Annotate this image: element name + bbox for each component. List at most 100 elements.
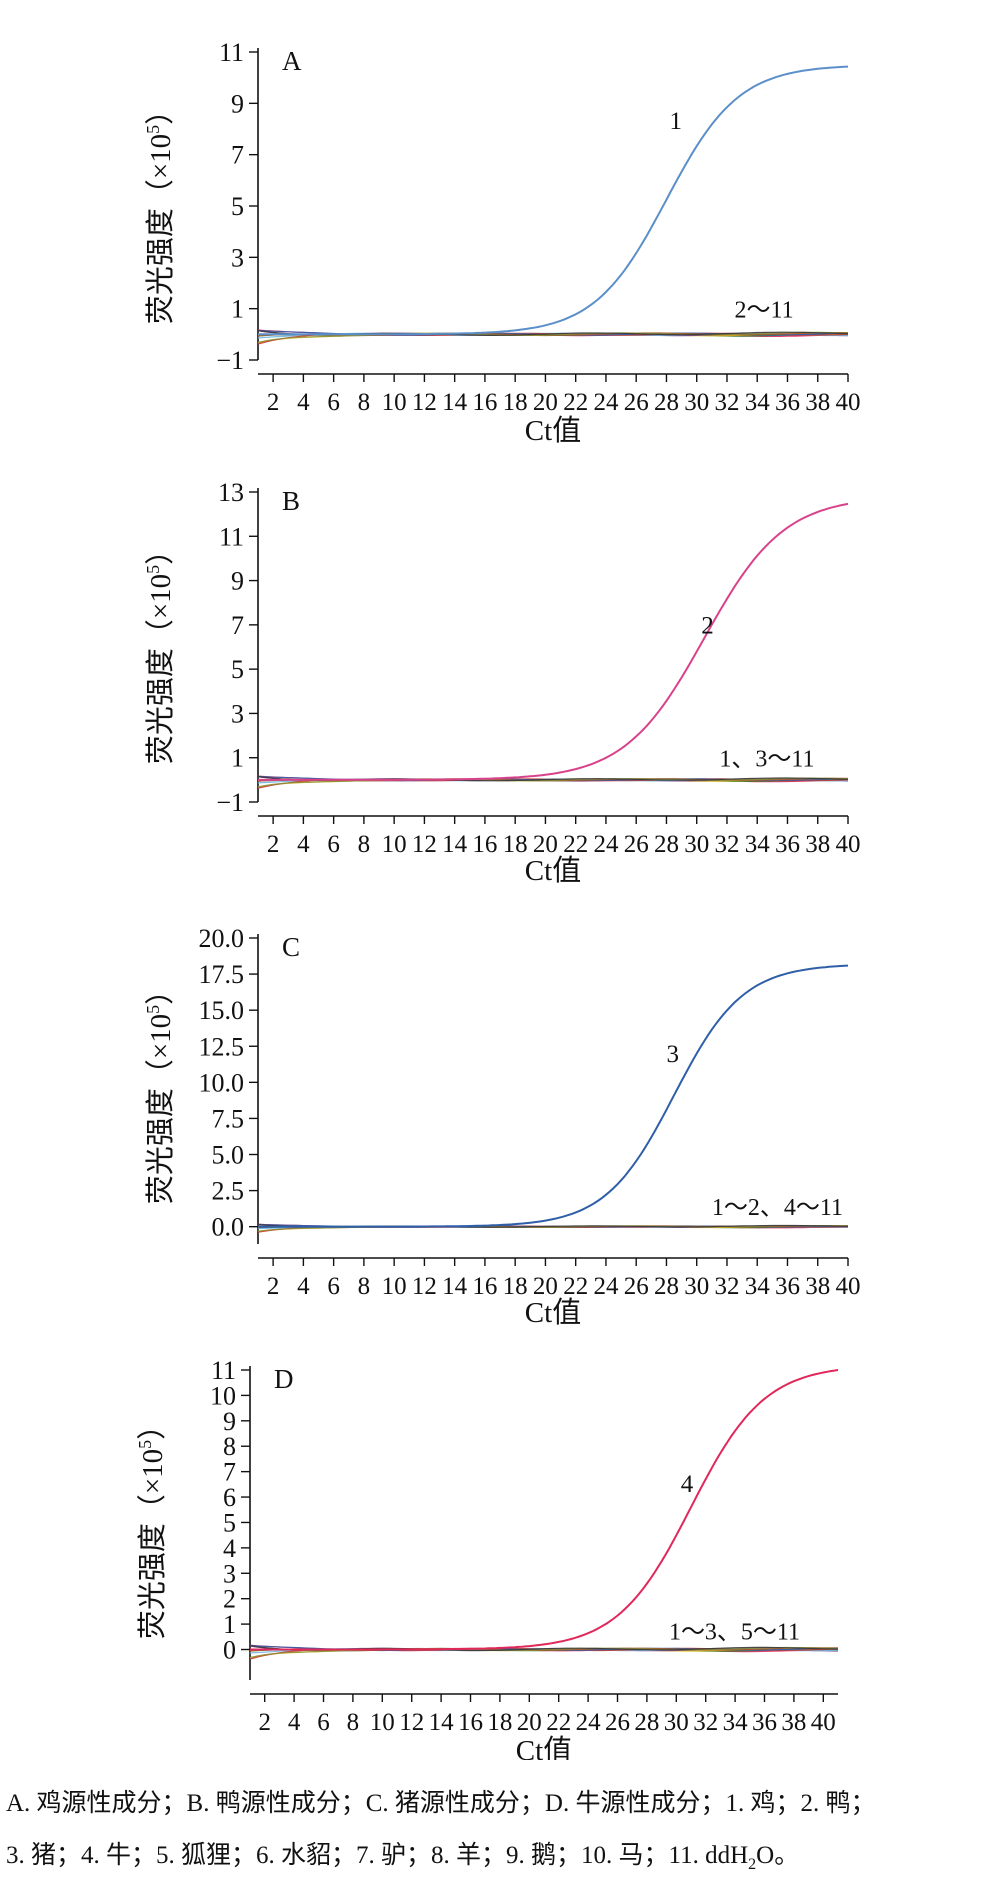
x-axis-label: Ct值 <box>525 854 581 887</box>
x-tick-label: 26 <box>605 1709 630 1736</box>
x-tick-label: 40 <box>836 1273 861 1300</box>
y-tick-label: 1 <box>231 295 244 324</box>
x-tick-label: 38 <box>805 831 830 858</box>
x-axis-label: Ct值 <box>525 1296 581 1329</box>
x-tick-label: 8 <box>358 831 371 858</box>
y-axis-label-exponent: 5 <box>143 125 163 134</box>
y-tick-label: 10.0 <box>199 1068 245 1097</box>
x-tick-label: 2 <box>258 1709 271 1736</box>
x-tick-label: 28 <box>654 831 679 858</box>
x-tick-label: 40 <box>836 389 861 416</box>
x-tick-label: 26 <box>624 831 649 858</box>
x-tick-label: 32 <box>693 1709 718 1736</box>
figure-caption: A. 鸡源性成分；B. 鸭源性成分；C. 猪源性成分；D. 牛源性成分；1. 鸡… <box>6 1778 986 1891</box>
x-tick-label: 36 <box>775 831 800 858</box>
x-tick-label: 22 <box>563 389 588 416</box>
y-tick-label: 6 <box>223 1483 236 1512</box>
x-tick-label: 26 <box>624 1273 649 1300</box>
x-tick-label: 32 <box>714 389 739 416</box>
y-tick-label: 0.0 <box>212 1213 245 1242</box>
positive-curve-label: 4 <box>681 1471 694 1498</box>
y-axis-label: 荧光强度（×105） <box>143 536 177 764</box>
y-tick-label: 7 <box>231 611 244 640</box>
caption-line-2: 3. 猪；4. 牛；5. 狐狸；6. 水貂；7. 驴；8. 羊；9. 鹅；10.… <box>6 1830 986 1891</box>
y-tick-label: 4 <box>223 1534 236 1563</box>
x-tick-label: 28 <box>634 1709 659 1736</box>
x-tick-label: 18 <box>503 389 528 416</box>
negative-curve <box>257 331 849 344</box>
x-tick-label: 20 <box>517 1709 542 1736</box>
y-tick-label: 17.5 <box>199 960 245 989</box>
x-tick-label: 16 <box>472 831 497 858</box>
y-tick-label: 11 <box>219 522 244 551</box>
x-tick-label: 18 <box>503 1273 528 1300</box>
y-tick-label: 7.5 <box>212 1104 245 1133</box>
y-axis-label: 荧光强度（×105） <box>135 1411 169 1639</box>
x-tick-label: 30 <box>684 831 709 858</box>
x-tick-label: 14 <box>442 1273 468 1300</box>
x-tick-label: 24 <box>576 1709 602 1736</box>
x-tick-label: 2 <box>267 1273 280 1300</box>
y-tick-label: 5 <box>223 1508 236 1537</box>
negative-curves-label: 1～2、4～11 <box>712 1195 843 1221</box>
x-tick-label: 12 <box>412 389 437 416</box>
x-tick-label: 26 <box>624 389 649 416</box>
x-tick-label: 4 <box>297 1273 310 1300</box>
panel-letter: A <box>282 46 302 76</box>
caption-subscript: 2 <box>748 1856 757 1873</box>
x-tick-label: 30 <box>684 1273 709 1300</box>
x-tick-label: 22 <box>563 831 588 858</box>
y-tick-label: 3 <box>223 1559 236 1588</box>
y-axis-label: 荧光强度（×105） <box>143 976 177 1204</box>
positive-curve-label: 2 <box>701 613 714 640</box>
y-tick-label: 3 <box>231 699 244 728</box>
x-tick-label: 12 <box>412 831 437 858</box>
x-tick-label: 28 <box>654 389 679 416</box>
x-tick-label: 6 <box>327 831 340 858</box>
y-axis-label-exponent: 5 <box>143 1005 163 1014</box>
x-tick-label: 10 <box>382 1273 407 1300</box>
x-tick-label: 32 <box>714 1273 739 1300</box>
y-tick-label: 2.5 <box>212 1177 245 1206</box>
y-axis-label-close: ） <box>145 536 177 565</box>
negative-curve <box>249 1646 839 1659</box>
y-tick-label: 7 <box>223 1458 236 1487</box>
x-tick-label: 2 <box>267 831 280 858</box>
x-tick-label: 34 <box>745 1273 771 1300</box>
negative-curves-label: 1～3、5～11 <box>669 1619 800 1645</box>
positive-curve <box>258 502 849 781</box>
x-tick-label: 38 <box>805 389 830 416</box>
x-tick-label: 6 <box>327 389 340 416</box>
x-tick-label: 40 <box>836 831 861 858</box>
positive-curve <box>258 964 849 1228</box>
y-tick-label: 13 <box>218 478 244 507</box>
panel-letter: C <box>282 932 300 962</box>
x-tick-label: 4 <box>297 389 310 416</box>
x-tick-label: 6 <box>317 1709 330 1736</box>
y-axis-label-close: ） <box>145 976 177 1005</box>
y-axis-label-close: ） <box>145 96 177 125</box>
x-tick-label: 14 <box>442 389 468 416</box>
y-tick-label: 15.0 <box>199 996 245 1025</box>
x-tick-label: 34 <box>745 389 771 416</box>
y-axis-label-exponent: 5 <box>143 565 163 574</box>
y-tick-label: 1 <box>231 744 244 773</box>
y-tick-label: 2 <box>223 1585 236 1614</box>
x-tick-label: 6 <box>327 1273 340 1300</box>
x-tick-label: 40 <box>811 1709 836 1736</box>
y-tick-label: 9 <box>231 567 244 596</box>
positive-curve <box>250 1369 839 1651</box>
y-tick-label: −1 <box>216 346 244 375</box>
y-tick-label: 20.0 <box>199 924 245 953</box>
x-tick-label: 4 <box>288 1709 301 1736</box>
x-tick-label: 38 <box>781 1709 806 1736</box>
y-tick-label: 3 <box>231 243 244 272</box>
x-tick-label: 34 <box>723 1709 749 1736</box>
x-tick-label: 24 <box>593 831 619 858</box>
x-tick-label: 16 <box>458 1709 483 1736</box>
x-axis-label: Ct值 <box>525 414 581 447</box>
panel-c: 0.02.55.07.510.012.515.017.520.02 4 6 8 10 12… <box>143 924 861 1329</box>
x-tick-label: 4 <box>297 831 310 858</box>
